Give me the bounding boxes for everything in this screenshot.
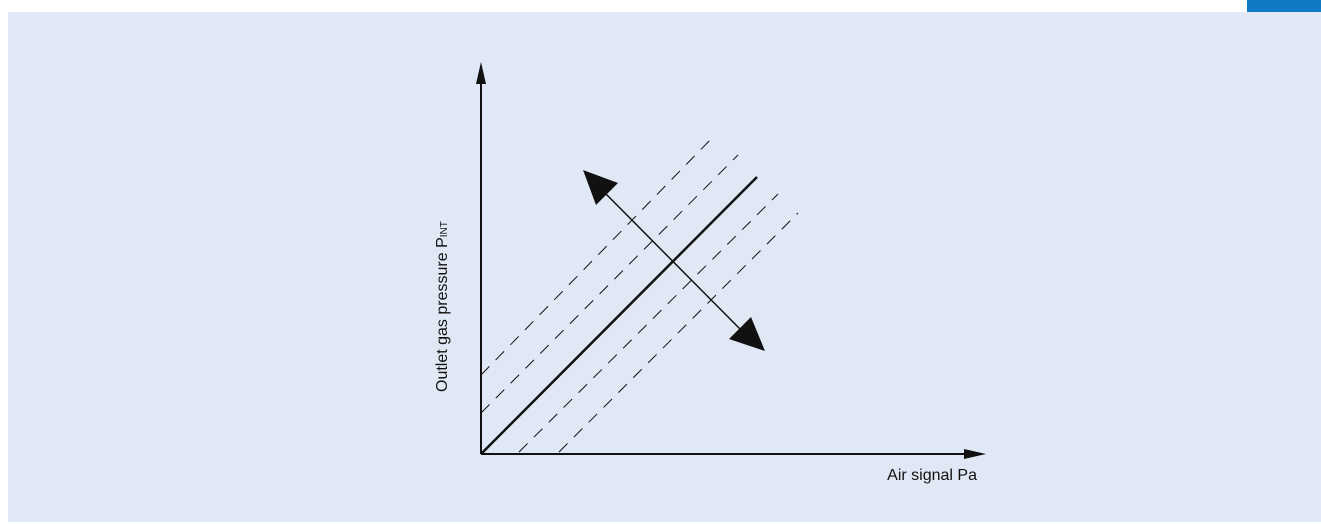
offset-line-upper-2 [480,135,715,376]
x-axis-label: Air signal Pa [887,467,977,484]
reference-line [480,176,758,455]
y-axis-label-main: Outlet gas pressure P [434,237,451,392]
axes [476,62,986,459]
accent-tab [1247,0,1321,12]
offset-line-lower-2 [558,212,799,453]
adjustment-arrow-head-lower [729,317,765,351]
adjustment-arrow-shaft [603,191,742,331]
y-axis-arrowhead [476,62,486,84]
offset-lines-upper [480,135,739,414]
offset-lines-lower [518,193,799,453]
adjustment-arrow [583,170,765,351]
y-axis-label: Outlet gas pressure PINT [434,221,451,392]
offset-line-upper-1 [480,154,739,414]
diagram-panel [8,12,1321,522]
adjustment-arrow-head-upper [583,170,618,205]
y-axis-label-subscript: INT [439,221,450,237]
offset-line-lower-1 [518,193,779,453]
x-axis-arrowhead [964,449,986,459]
